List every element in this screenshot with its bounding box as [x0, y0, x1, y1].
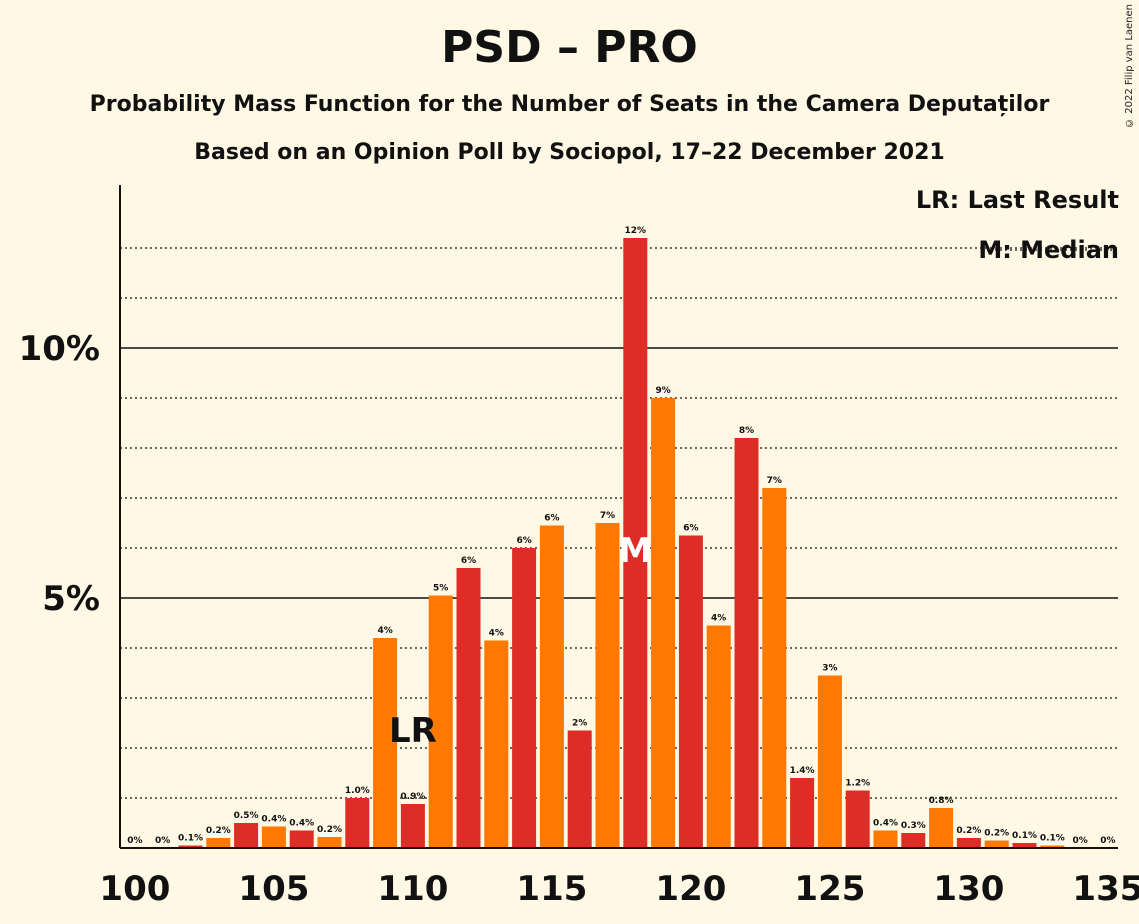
chart-title: PSD – PRO — [441, 22, 698, 73]
chart-subtitle-poll: Based on an Opinion Poll by Sociopol, 17… — [194, 140, 945, 165]
data-label: 2% — [572, 719, 587, 729]
data-label: 0.4% — [289, 819, 314, 829]
x-tick-label: 135 — [1072, 869, 1139, 909]
data-label: 4% — [711, 614, 726, 624]
data-label: 0.4% — [261, 815, 286, 825]
data-label: 4% — [489, 629, 504, 639]
bar — [261, 826, 286, 848]
data-label: 0.8% — [929, 796, 954, 806]
data-label: 6% — [461, 556, 476, 566]
bar — [373, 638, 398, 848]
bar — [762, 488, 787, 848]
bar — [1040, 845, 1065, 848]
bar — [539, 525, 564, 848]
data-label: 7% — [767, 476, 782, 486]
bar — [428, 595, 453, 848]
bar — [595, 523, 620, 848]
x-tick-label: 130 — [933, 869, 1004, 909]
legend-median: M: Median — [978, 236, 1119, 264]
data-label: 0.2% — [206, 826, 231, 836]
x-tick-label: 100 — [99, 869, 170, 909]
bar — [317, 837, 342, 848]
bar — [790, 778, 815, 848]
data-label: 3% — [822, 664, 837, 674]
chart-subtitle: Probability Mass Function for the Number… — [89, 92, 1050, 117]
data-label: 0% — [1072, 836, 1087, 846]
bar — [873, 830, 898, 848]
data-label: 0.1% — [1012, 831, 1037, 841]
data-label: 0.2% — [317, 825, 342, 835]
bar — [456, 568, 481, 848]
bar — [817, 675, 842, 848]
bar — [845, 790, 870, 848]
bar — [567, 730, 592, 848]
bar — [178, 845, 203, 848]
data-label: 6% — [544, 514, 559, 524]
bar — [400, 804, 425, 848]
x-tick-label: 105 — [238, 869, 309, 909]
data-label: 0% — [1100, 836, 1115, 846]
x-tick-label: 115 — [516, 869, 587, 909]
bar — [956, 838, 981, 848]
x-tick-label: 125 — [794, 869, 865, 909]
data-label: 1.4% — [790, 766, 815, 776]
median-marker: M — [618, 531, 652, 571]
y-tick-label: 10% — [19, 329, 100, 369]
data-label: 7% — [600, 511, 615, 521]
data-label: 0.1% — [178, 834, 203, 844]
data-label: 8% — [739, 426, 754, 436]
data-label: 6% — [516, 536, 531, 546]
data-label: 4% — [377, 626, 392, 636]
data-label: 1.0% — [345, 786, 370, 796]
data-label: 0.4% — [873, 819, 898, 829]
bar — [512, 548, 537, 848]
data-label: 0.9% — [400, 792, 425, 802]
data-label: 0.2% — [956, 826, 981, 836]
bar — [345, 798, 370, 848]
bar — [706, 625, 731, 848]
data-label: 0.2% — [984, 829, 1009, 839]
data-label: 1.2% — [845, 779, 870, 789]
data-label: 9% — [655, 386, 670, 396]
bar — [651, 398, 676, 848]
bar — [734, 438, 759, 848]
bar — [234, 823, 259, 848]
data-label: 0.5% — [234, 811, 259, 821]
bar — [623, 238, 648, 848]
data-label: 0.3% — [901, 821, 926, 831]
data-label: 5% — [433, 584, 448, 594]
x-tick-label: 110 — [377, 869, 448, 909]
bar — [1012, 843, 1037, 848]
y-tick-label: 5% — [42, 579, 100, 619]
data-label: 12% — [625, 226, 647, 236]
x-tick-label: 120 — [655, 869, 726, 909]
data-label: 0% — [127, 836, 142, 846]
bar — [901, 833, 926, 848]
bar — [484, 640, 509, 848]
legend-last-result: LR: Last Result — [915, 186, 1119, 214]
data-label: 6% — [683, 524, 698, 534]
data-label: 0% — [155, 836, 170, 846]
bar — [984, 840, 1009, 848]
bar — [929, 808, 954, 848]
bar — [206, 838, 231, 848]
bar — [289, 830, 314, 848]
bar — [678, 535, 703, 848]
data-label: 0.1% — [1040, 834, 1065, 844]
last-result-marker: LR — [389, 711, 437, 751]
